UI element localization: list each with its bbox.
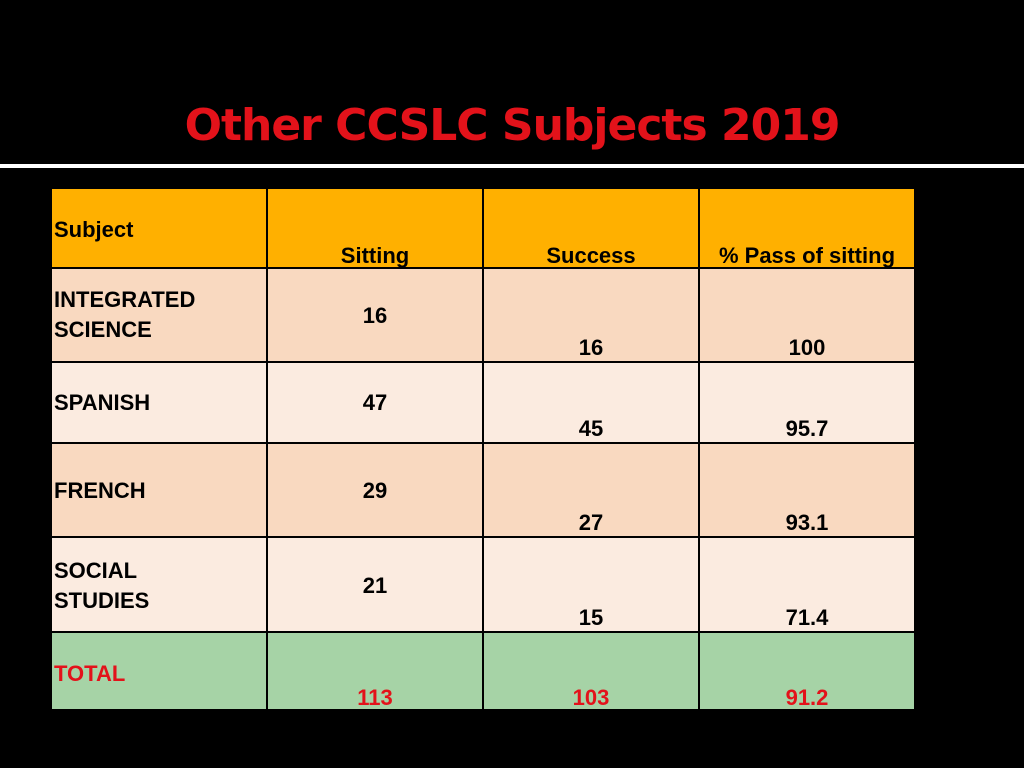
header-success: Success — [546, 243, 636, 268]
success-value: 16 — [578, 335, 604, 360]
sitting-cell: 29 — [268, 444, 482, 536]
pass-pct-cell: 71.4 — [700, 538, 914, 631]
results-table: Subject Sitting Success % Pass of sittin… — [50, 187, 916, 711]
subject-cell: INTEGRATED SCIENCE — [52, 269, 266, 361]
sitting-cell: 21 — [268, 538, 482, 631]
header-cell-sitting: Sitting — [268, 189, 482, 268]
success-value: 15 — [578, 605, 604, 630]
header-cell-success: Success — [484, 189, 698, 268]
success-cell: 27 — [484, 444, 698, 536]
success-cell: 16 — [484, 269, 698, 361]
sitting-value: 47 — [362, 390, 388, 415]
table-row: FRENCH 29 27 93.1 — [52, 444, 914, 536]
subject-label-line1: SPANISH — [54, 390, 151, 415]
success-cell: 45 — [484, 363, 698, 442]
title-band — [0, 0, 1024, 160]
total-success-value: 103 — [572, 685, 610, 710]
subject-label-line2: STUDIES — [54, 588, 150, 613]
title-divider — [0, 164, 1024, 168]
header-pass-pct: % Pass of sitting — [718, 243, 896, 268]
subject-cell: FRENCH — [52, 444, 266, 536]
subject-label-line1: SOCIAL — [54, 558, 138, 583]
total-pass-pct-value: 91.2 — [785, 685, 829, 710]
header-sitting: Sitting — [340, 243, 410, 268]
total-sitting-cell: 113 — [268, 633, 482, 710]
pass-pct-value: 100 — [788, 335, 826, 360]
pass-pct-cell: 93.1 — [700, 444, 914, 536]
success-value: 45 — [578, 416, 604, 441]
sitting-value: 16 — [362, 303, 388, 328]
table-row: INTEGRATED SCIENCE 16 16 100 — [52, 269, 914, 361]
table-header-row: Subject Sitting Success % Pass of sittin… — [52, 189, 914, 268]
header-subject: Subject — [54, 217, 134, 242]
success-cell: 15 — [484, 538, 698, 631]
total-pass-pct-cell: 91.2 — [700, 633, 914, 710]
total-label-cell: TOTAL — [52, 633, 266, 709]
subject-cell: SOCIAL STUDIES — [52, 538, 266, 631]
pass-pct-cell: 100 — [700, 269, 914, 361]
total-success-cell: 103 — [484, 633, 698, 710]
subject-label-line1: FRENCH — [54, 478, 146, 503]
subject-cell: SPANISH — [52, 363, 266, 442]
pass-pct-value: 93.1 — [785, 510, 829, 535]
pass-pct-cell: 95.7 — [700, 363, 914, 442]
pass-pct-value: 95.7 — [785, 416, 829, 441]
total-row: TOTAL 113 103 91.2 — [52, 633, 914, 710]
table-row: SPANISH 47 45 95.7 — [52, 363, 914, 442]
success-value: 27 — [578, 510, 604, 535]
header-cell-pass-pct: % Pass of sitting — [700, 189, 914, 268]
sitting-value: 21 — [362, 573, 388, 598]
sitting-cell: 16 — [268, 269, 482, 361]
table-row: SOCIAL STUDIES 21 15 71.4 — [52, 538, 914, 631]
pass-pct-value: 71.4 — [785, 605, 829, 630]
total-label: TOTAL — [54, 661, 126, 686]
slide-title: Other CCSLC Subjects 2019 — [184, 100, 841, 151]
subject-label-line1: INTEGRATED — [54, 287, 196, 312]
sitting-cell: 47 — [268, 363, 482, 442]
sitting-value: 29 — [362, 478, 388, 503]
total-sitting-value: 113 — [357, 685, 393, 710]
subject-label-line2: SCIENCE — [54, 317, 152, 342]
header-cell-subject: Subject — [52, 189, 266, 267]
